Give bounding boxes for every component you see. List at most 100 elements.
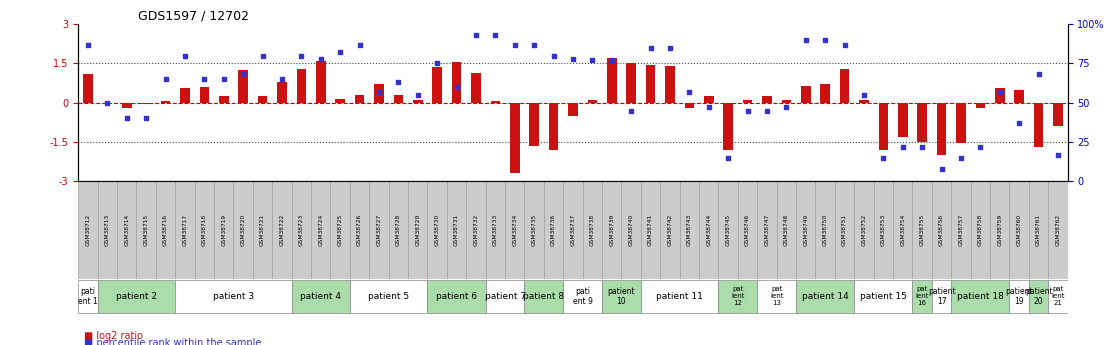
Text: GSM38716: GSM38716 bbox=[163, 214, 168, 246]
Bar bbox=[491, 101, 500, 103]
FancyBboxPatch shape bbox=[97, 280, 176, 313]
Text: GSM38722: GSM38722 bbox=[280, 214, 284, 246]
Bar bbox=[626, 63, 636, 103]
FancyBboxPatch shape bbox=[136, 181, 155, 279]
Text: GSM38753: GSM38753 bbox=[881, 214, 885, 246]
Text: patient 11: patient 11 bbox=[656, 292, 703, 301]
Text: GSM38757: GSM38757 bbox=[958, 214, 964, 246]
Text: patient 4: patient 4 bbox=[301, 292, 341, 301]
FancyBboxPatch shape bbox=[932, 181, 951, 279]
Text: GSM38748: GSM38748 bbox=[784, 214, 789, 246]
Text: patient 18: patient 18 bbox=[957, 292, 1004, 301]
Text: GSM38724: GSM38724 bbox=[319, 214, 323, 246]
Text: GSM38752: GSM38752 bbox=[862, 214, 866, 246]
FancyBboxPatch shape bbox=[78, 280, 97, 313]
FancyBboxPatch shape bbox=[796, 181, 815, 279]
Point bbox=[894, 144, 912, 149]
Bar bbox=[762, 96, 771, 103]
Text: GSM38733: GSM38733 bbox=[493, 214, 498, 246]
FancyBboxPatch shape bbox=[466, 181, 485, 279]
Bar bbox=[354, 95, 364, 103]
Bar bbox=[413, 100, 423, 103]
FancyBboxPatch shape bbox=[719, 181, 738, 279]
FancyBboxPatch shape bbox=[485, 181, 505, 279]
Point bbox=[758, 108, 776, 113]
FancyBboxPatch shape bbox=[603, 181, 622, 279]
FancyBboxPatch shape bbox=[680, 181, 699, 279]
Bar bbox=[800, 86, 811, 103]
Text: GSM38719: GSM38719 bbox=[221, 214, 226, 246]
Text: GSM38713: GSM38713 bbox=[105, 214, 110, 246]
Point bbox=[661, 45, 679, 50]
Text: patient
17: patient 17 bbox=[928, 287, 956, 306]
Text: patient 2: patient 2 bbox=[116, 292, 157, 301]
Bar bbox=[394, 95, 404, 103]
Point bbox=[428, 61, 446, 66]
FancyBboxPatch shape bbox=[234, 181, 253, 279]
FancyBboxPatch shape bbox=[253, 181, 273, 279]
Point bbox=[389, 80, 407, 85]
Text: GSM38740: GSM38740 bbox=[628, 214, 634, 246]
Point bbox=[505, 42, 523, 47]
Point bbox=[700, 105, 718, 110]
Point bbox=[273, 76, 291, 82]
Bar bbox=[995, 88, 1005, 103]
Bar bbox=[1014, 90, 1024, 103]
FancyBboxPatch shape bbox=[1049, 280, 1068, 313]
Text: ■ percentile rank within the sample: ■ percentile rank within the sample bbox=[84, 338, 262, 345]
FancyBboxPatch shape bbox=[1010, 181, 1029, 279]
Point bbox=[972, 144, 989, 149]
Bar bbox=[277, 82, 287, 103]
Bar bbox=[83, 74, 93, 103]
Text: pat
ient
12: pat ient 12 bbox=[731, 286, 745, 306]
Point bbox=[835, 42, 853, 47]
FancyBboxPatch shape bbox=[1029, 181, 1049, 279]
FancyBboxPatch shape bbox=[273, 181, 292, 279]
Bar bbox=[433, 67, 442, 103]
Text: patient 3: patient 3 bbox=[212, 292, 254, 301]
Bar bbox=[180, 88, 190, 103]
Text: pat
ient
16: pat ient 16 bbox=[916, 286, 929, 306]
Bar bbox=[859, 100, 869, 103]
Point bbox=[447, 84, 465, 90]
Bar bbox=[471, 72, 481, 103]
Text: GSM38737: GSM38737 bbox=[570, 214, 576, 246]
FancyBboxPatch shape bbox=[661, 181, 680, 279]
FancyBboxPatch shape bbox=[815, 181, 835, 279]
Bar bbox=[258, 96, 267, 103]
Bar bbox=[316, 61, 325, 103]
FancyBboxPatch shape bbox=[524, 280, 563, 313]
Text: GSM38741: GSM38741 bbox=[648, 214, 653, 246]
Text: GSM38743: GSM38743 bbox=[686, 214, 692, 246]
Text: GSM38715: GSM38715 bbox=[143, 214, 149, 246]
FancyBboxPatch shape bbox=[991, 181, 1010, 279]
FancyBboxPatch shape bbox=[1010, 280, 1029, 313]
FancyBboxPatch shape bbox=[176, 280, 292, 313]
Text: patient
10: patient 10 bbox=[608, 287, 635, 306]
FancyBboxPatch shape bbox=[117, 181, 136, 279]
FancyBboxPatch shape bbox=[155, 181, 176, 279]
Text: patient 8: patient 8 bbox=[523, 292, 565, 301]
Point bbox=[816, 37, 834, 43]
Point bbox=[1030, 72, 1048, 77]
FancyBboxPatch shape bbox=[331, 181, 350, 279]
FancyBboxPatch shape bbox=[582, 181, 603, 279]
Text: pati
ent 1: pati ent 1 bbox=[78, 287, 98, 306]
Point bbox=[98, 100, 116, 106]
Bar bbox=[956, 103, 966, 143]
FancyBboxPatch shape bbox=[350, 280, 427, 313]
Point bbox=[623, 108, 641, 113]
Point bbox=[331, 50, 349, 55]
Text: patient 5: patient 5 bbox=[368, 292, 409, 301]
FancyBboxPatch shape bbox=[603, 280, 641, 313]
FancyBboxPatch shape bbox=[369, 181, 389, 279]
Text: ■ log2 ratio: ■ log2 ratio bbox=[84, 332, 143, 341]
Point bbox=[642, 45, 660, 50]
FancyBboxPatch shape bbox=[97, 181, 117, 279]
Point bbox=[603, 58, 620, 63]
Text: GSM38756: GSM38756 bbox=[939, 214, 944, 246]
FancyBboxPatch shape bbox=[641, 181, 661, 279]
Bar bbox=[238, 70, 248, 103]
Text: GSM38720: GSM38720 bbox=[240, 214, 246, 246]
FancyBboxPatch shape bbox=[719, 280, 757, 313]
